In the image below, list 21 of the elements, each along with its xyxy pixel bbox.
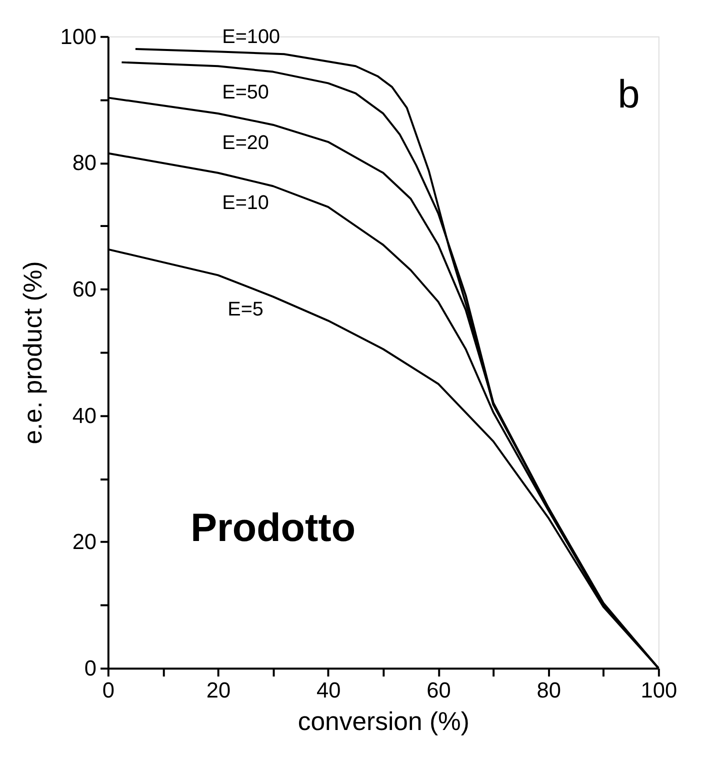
y-tick-label: 60 [72,276,97,302]
y-tick-label: 20 [72,529,97,554]
x-tick-label: 80 [536,677,561,702]
y-tick-label: 40 [72,402,97,428]
series-label: E=20 [222,132,269,154]
x-tick-label: 40 [316,677,341,702]
x-tick-label: 100 [640,677,678,702]
y-tick-label: 100 [60,24,97,49]
series-label: E=100 [222,26,280,48]
y-tick-label: 80 [72,150,97,176]
y-axis-title: e.e. product (%) [19,261,48,444]
series-label: E=50 [222,82,269,104]
x-tick-label: 60 [426,677,451,702]
series-label: E=5 [228,298,264,321]
annotation: Prodotto [190,506,356,550]
series-label: E=10 [222,192,269,214]
annotation: b [618,72,640,117]
y-tick-label: 0 [84,656,97,681]
x-tick-label: 20 [206,677,231,702]
x-axis-title: conversion (%) [298,708,470,736]
x-tick-label: 0 [102,677,114,702]
